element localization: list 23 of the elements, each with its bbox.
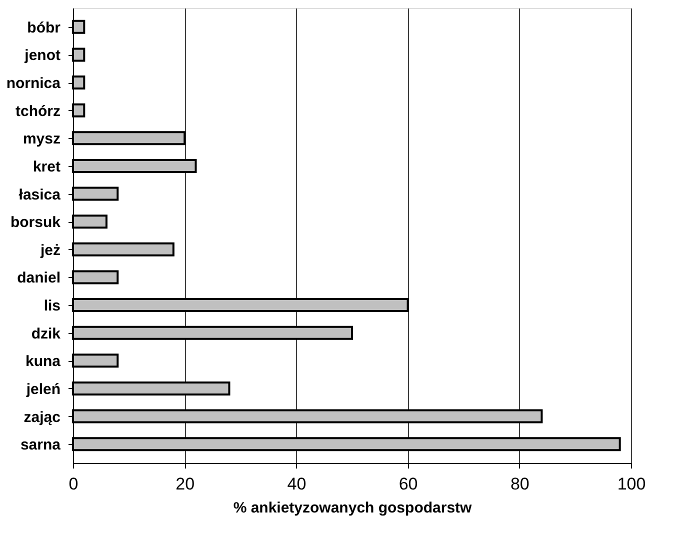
y-tick-label: jeż [39,242,60,259]
y-tick-label: kret [32,158,60,176]
y-tick-label: borsuk [10,214,62,232]
x-tick-label: 60 [398,474,418,494]
y-tick-label: bóbr [27,19,61,36]
y-tick-label: daniel [17,270,60,287]
y-tick-label: mysz [22,130,60,148]
y-tick-label: jeleń [25,380,60,398]
y-tick-label: zając [24,408,60,426]
x-tick-label: 100 [617,474,646,494]
x-tick-label: 0 [68,474,78,494]
x-axis-title: % ankietyzowanych gospodarstw [233,500,472,516]
y-tick-label: kuna [25,353,62,370]
x-tick-label: 80 [510,474,530,494]
x-tick-label: 40 [287,474,306,494]
y-tick-label: jenot [24,47,60,64]
x-tick-label: 20 [176,474,195,494]
y-tick-label: nornica [6,75,62,92]
y-tick-label: sarna [20,436,62,454]
y-tick-label: łasica [18,186,62,204]
y-tick-label: lis [44,298,60,315]
y-tick-label: dzik [31,325,62,342]
y-tick-label: tchórz [16,102,60,120]
